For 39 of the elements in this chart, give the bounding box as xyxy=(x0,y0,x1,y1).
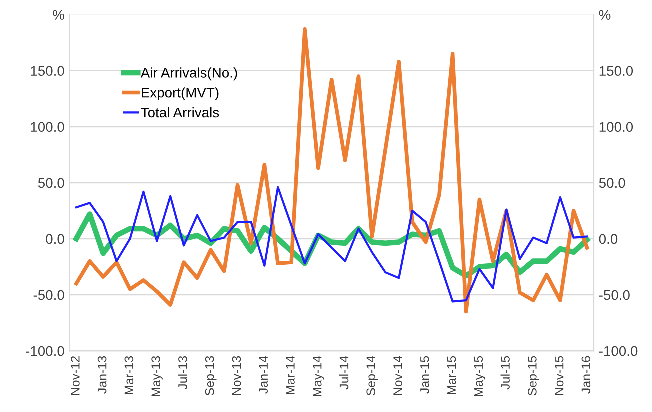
y-tick-label: % xyxy=(53,10,64,20)
x-tick-label: May-15 xyxy=(474,356,486,397)
y-tick-label: -50.0 xyxy=(34,290,64,300)
y2-tick-label: 100.0 xyxy=(600,122,634,132)
x-tick-label: Jan-13 xyxy=(98,356,107,394)
y2-tick-label: 50.0 xyxy=(599,178,626,188)
x-tick-label: Nov-12 xyxy=(70,356,80,396)
y-tick-label: 0.0 xyxy=(46,234,64,244)
y2-tick-label: % xyxy=(599,10,611,20)
y-tick-label: -100.0 xyxy=(26,346,64,356)
x-tick-label: Nov-13 xyxy=(232,356,242,396)
x-tick-label: May-14 xyxy=(313,356,324,397)
y2-tick-label: -100.0 xyxy=(599,346,638,356)
x-tick-label: May-13 xyxy=(152,356,163,397)
y2-tick-label: 150.0 xyxy=(600,66,634,76)
x-tick-label: Sep-14 xyxy=(366,356,378,396)
x-tick-label: Jul-13 xyxy=(178,356,188,390)
y-tick-label: 150.0 xyxy=(31,66,64,76)
x-tick-label: Nov-14 xyxy=(394,356,402,396)
x-tick-label: Sep-13 xyxy=(205,356,217,396)
x-tick-label: Mar-15 xyxy=(447,356,456,394)
legend-label: Export(MVT) xyxy=(142,88,219,101)
x-tick-label: Jul-14 xyxy=(339,356,349,390)
x-tick-label: Sep-15 xyxy=(528,356,540,396)
line-series xyxy=(75,186,588,303)
legend-label: Air Arrivals(No.) xyxy=(140,68,238,81)
y2-tick-label: 0.0 xyxy=(599,234,618,244)
line-series xyxy=(74,28,590,314)
x-tick-label: Mar-14 xyxy=(286,356,295,394)
x-tick-label: Mar-13 xyxy=(124,356,134,394)
y-tick-label: 50.0 xyxy=(38,178,64,188)
x-tick-label: Jul-15 xyxy=(500,356,510,390)
x-tick-label: Jan-15 xyxy=(420,356,430,394)
y2-tick-label: -50.0 xyxy=(599,290,630,300)
legend-label: Total Arrivals xyxy=(141,107,220,118)
x-tick-label: Jan-16 xyxy=(582,356,591,394)
y-tick-label: 100.0 xyxy=(31,122,64,132)
x-tick-label: Nov-15 xyxy=(555,356,564,396)
x-tick-label: Jan-14 xyxy=(259,356,268,394)
